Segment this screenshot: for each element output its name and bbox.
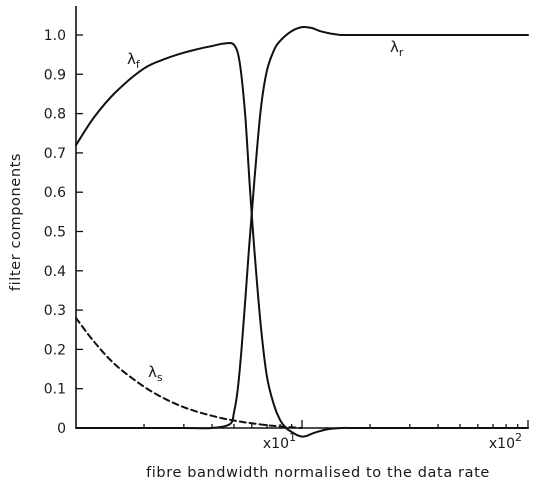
y-tick-label: 0.6 <box>44 185 66 201</box>
x-axis-title: fibre bandwidth normalised to the data r… <box>146 465 490 481</box>
series-lambda-r-line <box>75 25 529 430</box>
series-group <box>75 25 529 438</box>
y-ticks-group: 0 0.1 0.2 0.3 0.4 0.5 0.6 0.7 0.8 0.9 1.0 <box>44 28 83 437</box>
x-ticks-group: x101 x102 <box>143 420 529 452</box>
curve-labels-group: λf λr λs <box>127 38 404 384</box>
y-tick-label: 0.9 <box>44 67 66 83</box>
label-lambda-f: λf <box>127 50 141 71</box>
y-tick-label: 0.5 <box>44 225 66 241</box>
y-tick-label: 0.1 <box>44 382 66 398</box>
y-tick-label: 1.0 <box>44 28 66 44</box>
y-tick-label: 0 <box>57 421 66 437</box>
x-tick-label: x102 <box>489 431 522 452</box>
label-lambda-r: λr <box>390 38 404 59</box>
y-tick-label: 0.7 <box>44 146 66 162</box>
y-axis-title: filter components <box>8 153 24 291</box>
y-tick-label: 0.3 <box>44 303 66 319</box>
label-lambda-s: λs <box>148 363 163 384</box>
y-tick-label: 0.4 <box>44 264 66 280</box>
series-lambda-s-line <box>75 317 303 429</box>
y-tick-label: 0.2 <box>44 342 66 358</box>
x-tick-label: x101 <box>263 431 296 452</box>
series-lambda-f-line <box>75 41 529 438</box>
y-tick-label: 0.8 <box>44 107 66 123</box>
